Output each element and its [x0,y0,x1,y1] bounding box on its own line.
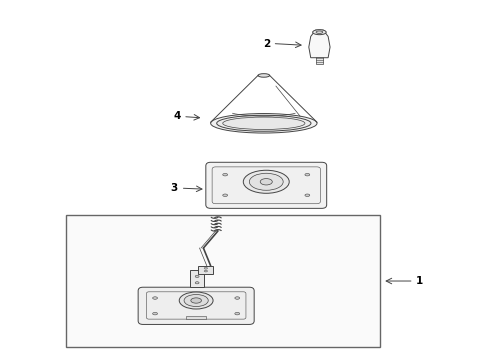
Ellipse shape [305,194,309,197]
Ellipse shape [152,312,157,315]
Ellipse shape [315,31,322,33]
Ellipse shape [190,298,201,303]
Ellipse shape [216,115,310,131]
Ellipse shape [258,74,269,77]
Bar [198,266,212,274]
FancyBboxPatch shape [205,162,326,208]
Text: 3: 3 [170,183,178,193]
FancyBboxPatch shape [138,287,254,324]
Ellipse shape [203,267,207,269]
Polygon shape [308,30,329,58]
Ellipse shape [223,194,227,197]
Ellipse shape [260,179,272,185]
Ellipse shape [223,117,305,130]
Ellipse shape [179,292,213,309]
Text: 4: 4 [173,111,180,121]
Ellipse shape [195,275,199,278]
Ellipse shape [243,170,288,193]
Ellipse shape [183,294,208,306]
Text: 1: 1 [415,276,422,286]
FancyBboxPatch shape [212,167,320,204]
Ellipse shape [195,282,199,284]
Ellipse shape [210,113,316,133]
Ellipse shape [223,174,227,176]
Bar [186,316,205,319]
Bar [189,270,204,287]
FancyBboxPatch shape [146,292,245,319]
Ellipse shape [152,297,157,299]
Ellipse shape [305,174,309,176]
Bar [65,215,379,347]
Ellipse shape [203,270,207,272]
Text: 2: 2 [262,39,269,49]
Ellipse shape [234,312,239,315]
Ellipse shape [234,297,239,299]
Ellipse shape [249,173,283,190]
Bar [315,57,322,64]
Ellipse shape [312,30,325,35]
